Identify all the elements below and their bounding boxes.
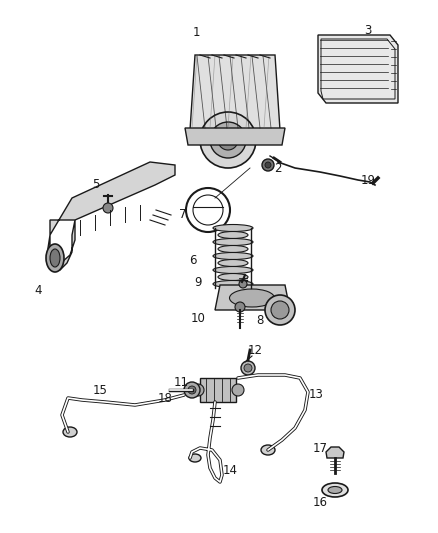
Text: 1: 1 [192,26,200,38]
Circle shape [265,162,271,168]
Polygon shape [215,285,290,310]
Circle shape [192,384,204,396]
Text: 12: 12 [247,343,262,357]
Ellipse shape [50,249,60,267]
Text: 16: 16 [312,496,328,508]
Circle shape [184,382,200,398]
Polygon shape [48,220,75,270]
Circle shape [188,386,196,394]
Ellipse shape [218,231,248,238]
Polygon shape [50,162,175,235]
Text: 7: 7 [179,208,187,222]
Text: 6: 6 [189,254,197,266]
Text: 9: 9 [194,276,202,288]
Circle shape [241,361,255,375]
Polygon shape [326,447,344,458]
Text: 3: 3 [364,23,372,36]
Text: 4: 4 [34,284,42,296]
Ellipse shape [46,244,64,272]
Text: 11: 11 [173,376,188,390]
Circle shape [200,112,256,168]
Text: 19: 19 [360,174,375,187]
Text: 5: 5 [92,179,100,191]
Ellipse shape [213,253,253,260]
Text: 14: 14 [223,464,237,477]
Text: 15: 15 [92,384,107,397]
Text: 13: 13 [308,387,323,400]
Polygon shape [318,35,398,103]
Ellipse shape [189,454,201,462]
Circle shape [235,302,245,312]
Circle shape [218,130,238,150]
Ellipse shape [218,273,248,280]
Text: 10: 10 [191,311,205,325]
Polygon shape [185,128,285,145]
Ellipse shape [213,280,253,287]
Circle shape [262,159,274,171]
Circle shape [103,203,113,213]
Circle shape [232,384,244,396]
Ellipse shape [213,266,253,273]
Circle shape [239,280,247,288]
Ellipse shape [271,301,289,319]
Ellipse shape [230,289,275,307]
Text: 2: 2 [274,161,282,174]
Ellipse shape [218,260,248,266]
Ellipse shape [213,238,253,246]
Circle shape [244,364,252,372]
Ellipse shape [261,445,275,455]
Text: 8: 8 [256,313,264,327]
Ellipse shape [265,295,295,325]
Ellipse shape [63,427,77,437]
Text: 18: 18 [158,392,173,405]
Circle shape [210,122,246,158]
Polygon shape [190,55,280,130]
Ellipse shape [218,246,248,253]
Ellipse shape [213,224,253,231]
Text: 17: 17 [312,441,328,455]
Polygon shape [200,378,236,402]
Ellipse shape [328,487,342,494]
Ellipse shape [322,483,348,497]
